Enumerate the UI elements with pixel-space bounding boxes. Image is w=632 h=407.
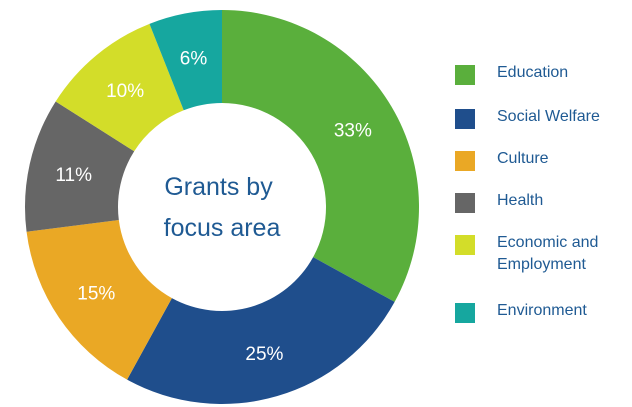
legend-label: Economic and Employment xyxy=(497,234,599,273)
chart-title: Grants by focus area xyxy=(164,173,281,242)
slice-health xyxy=(25,101,135,232)
legend-item-economic-and-employment: Economic and Employment xyxy=(455,232,598,276)
legend-label: Culture xyxy=(497,150,549,167)
value-label-economic-and-employment: 10% xyxy=(106,81,144,102)
legend-swatch xyxy=(455,109,475,129)
legend-label: Education xyxy=(497,64,569,81)
legend-item-culture: Culture xyxy=(455,148,549,171)
legend-swatch xyxy=(455,303,475,323)
value-label-social-welfare: 25% xyxy=(245,344,283,365)
slice-culture xyxy=(26,220,172,380)
slice-social-welfare xyxy=(127,257,395,404)
donut-slices xyxy=(25,10,420,404)
legend-swatch xyxy=(455,151,475,171)
legend-label: Environment xyxy=(497,302,587,319)
legend-item-education: Education xyxy=(455,62,568,85)
legend-label: Health xyxy=(497,192,544,209)
legend-swatch xyxy=(455,235,475,255)
slice-environment xyxy=(149,10,222,111)
slice-education xyxy=(222,10,420,302)
value-label-environment: 6% xyxy=(180,49,208,70)
value-label-health: 11% xyxy=(55,165,92,186)
legend-swatch xyxy=(455,193,475,213)
legend-item-social-welfare: Social Welfare xyxy=(455,106,600,129)
chart-title-line-1: Grants by xyxy=(164,173,273,201)
chart-title-line-2: focus area xyxy=(164,214,281,242)
value-label-culture: 15% xyxy=(77,283,115,304)
legend-label: Social Welfare xyxy=(497,108,600,125)
legend-item-environment: Environment xyxy=(455,300,587,323)
legend-item-health: Health xyxy=(455,190,543,213)
slice-labels: 33% 25% 15% 11% 10% 6% xyxy=(55,49,372,365)
value-label-education: 33% xyxy=(334,121,372,142)
legend-swatch xyxy=(455,65,475,85)
slice-economic-and-employment xyxy=(55,23,184,152)
